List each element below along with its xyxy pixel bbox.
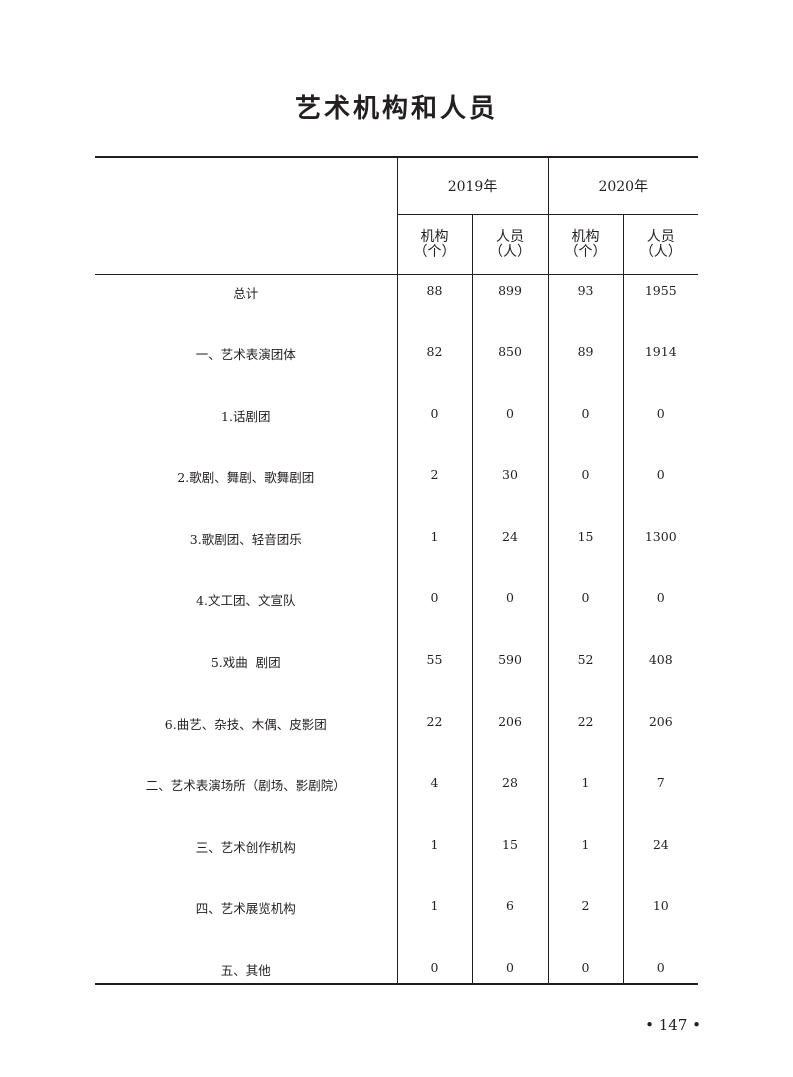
header-sub-unit: （人） (639, 243, 682, 260)
row-value: 1 (547, 828, 624, 891)
row-label: 2.歌剧、舞剧、歌舞剧团 (177, 470, 315, 486)
row-value: 2 (396, 459, 472, 521)
header-sub-unit: （人） (489, 243, 531, 260)
header-sub-label: 机构 (420, 228, 449, 245)
row-value: 6 (471, 890, 549, 953)
row-label: 三、艺术创作机构 (195, 839, 296, 855)
row-label: 4.文工团、文宣队 (196, 593, 296, 609)
row-value: 0 (471, 952, 549, 985)
row-value: 15 (471, 828, 549, 891)
header-row-sub: 机构 （个） 人员 （人） 机构 （个） 人员 （人） (95, 214, 699, 275)
row-label: 一、艺术表演团体 (195, 347, 296, 363)
row-value: 0 (622, 952, 699, 985)
header-year-2019: 2019年 (396, 157, 549, 215)
row-value: 590 (471, 644, 549, 706)
table-row: 四、艺术展览机构 1 6 2 10 (95, 890, 699, 953)
row-value: 24 (471, 520, 549, 583)
row-value: 4 (396, 767, 472, 829)
row-value: 55 (396, 644, 472, 706)
table-row: 三、艺术创作机构 1 15 1 24 (95, 828, 699, 891)
table-row: 5.戏曲 剧团 55 590 52 408 (95, 644, 699, 706)
row-value: 850 (471, 336, 549, 398)
row-value: 1955 (622, 274, 699, 337)
row-value: 206 (471, 705, 549, 768)
row-value: 1 (396, 520, 472, 583)
art-institutions-table: 2019年 2020年 机构 （个） 人员 （人） 机构 （个） 人员 （人） 总计 88 899… (95, 156, 699, 986)
header-sub-label: 人员 (646, 228, 675, 245)
header-sub-label: 机构 (571, 228, 600, 245)
table-row: 二、艺术表演场所（剧场、影剧院） 4 28 1 7 (95, 767, 699, 829)
row-value: 0 (396, 397, 472, 460)
page-title: 艺术机构和人员 (294, 94, 498, 124)
row-value: 1300 (622, 520, 699, 583)
row-value: 24 (622, 828, 699, 891)
row-value: 2 (547, 890, 624, 953)
row-value: 0 (547, 952, 624, 985)
row-value: 22 (547, 705, 624, 768)
row-label: 6.曲艺、杂技、木偶、皮影团 (164, 716, 327, 732)
row-label: 五、其他 (220, 963, 271, 979)
row-value: 52 (547, 644, 624, 706)
table-row: 1.话剧团 0 0 0 0 (95, 397, 699, 460)
row-value: 206 (622, 705, 699, 768)
row-label: 1.话剧团 (221, 408, 271, 424)
row-value: 82 (396, 336, 472, 398)
header-blank-cell (95, 157, 397, 275)
header-year-2020: 2020年 (547, 157, 699, 215)
row-value: 1 (396, 890, 472, 953)
header-sub-1: 人员 （人） (471, 214, 549, 275)
row-value: 89 (547, 336, 624, 398)
table-row: 一、艺术表演团体 82 850 89 1914 (95, 336, 699, 398)
header-sub-0: 机构 （个） (396, 214, 472, 275)
row-value: 408 (622, 644, 699, 706)
row-value: 22 (396, 705, 472, 768)
row-value: 899 (471, 274, 549, 337)
header-sub-label: 人员 (496, 228, 524, 245)
row-label: 3.歌剧团、轻音团乐 (189, 531, 302, 547)
header-sub-unit: （个） (564, 243, 607, 260)
row-value: 0 (396, 582, 472, 645)
row-value: 0 (547, 582, 624, 645)
row-value: 1914 (622, 336, 699, 398)
row-value: 7 (622, 767, 699, 829)
row-label: 总计 (233, 286, 259, 301)
row-value: 30 (471, 459, 549, 521)
header-sub-unit: （个） (413, 243, 456, 260)
row-value: 0 (547, 397, 624, 460)
header-sub-3: 人员 （人） (622, 214, 699, 275)
row-label: 二、艺术表演场所（剧场、影剧院） (145, 778, 346, 794)
row-value: 93 (547, 274, 624, 337)
row-value: 0 (547, 459, 624, 521)
row-value: 1 (547, 767, 624, 829)
table-row: 6.曲艺、杂技、木偶、皮影团 22 206 22 206 (95, 705, 699, 768)
table-row: 五、其他 0 0 0 0 (95, 952, 699, 985)
table-row: 3.歌剧团、轻音团乐 1 24 15 1300 (95, 520, 699, 583)
row-label: 5.戏曲 剧团 (210, 655, 281, 671)
row-value: 0 (396, 952, 472, 985)
table-row: 总计 88 899 93 1955 (95, 274, 699, 337)
table-row: 2.歌剧、舞剧、歌舞剧团 2 30 0 0 (95, 459, 699, 521)
row-value: 0 (471, 582, 549, 645)
row-value: 0 (471, 397, 549, 460)
row-value: 28 (471, 767, 549, 829)
row-value: 88 (396, 274, 472, 337)
table-row: 4.文工团、文宣队 0 0 0 0 (95, 582, 699, 645)
header-row-years: 2019年 2020年 (95, 157, 699, 275)
row-value: 0 (622, 397, 699, 460)
row-value: 0 (622, 459, 699, 521)
row-value: 1 (396, 828, 472, 891)
row-label: 四、艺术展览机构 (195, 901, 296, 917)
row-value: 15 (547, 520, 624, 583)
header-sub-2: 机构 （个） (547, 214, 624, 275)
page-number: • 147 • (645, 1016, 701, 1034)
row-value: 10 (622, 890, 699, 953)
row-value: 0 (622, 582, 699, 645)
